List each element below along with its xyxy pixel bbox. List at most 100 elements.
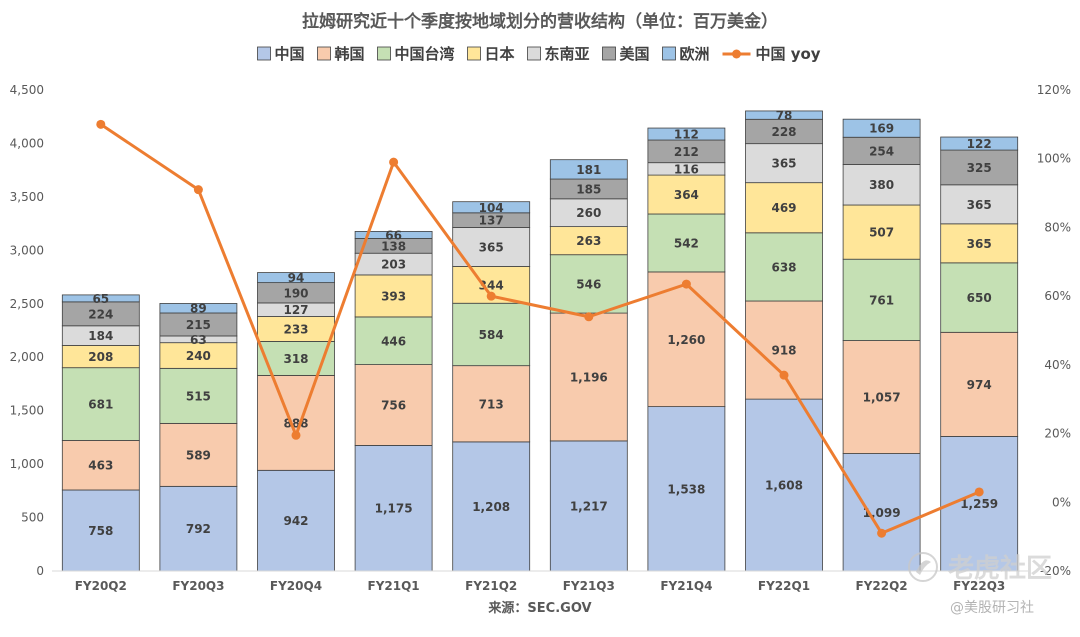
bar-value-label: 169 bbox=[869, 122, 894, 136]
x-tick-label: FY21Q3 bbox=[563, 579, 615, 593]
bar-segment bbox=[745, 182, 823, 234]
bar-value-label: 469 bbox=[771, 201, 796, 215]
bar-segment bbox=[452, 441, 531, 572]
yoy-point bbox=[486, 291, 496, 301]
watermark: 老虎社区 @美股研习社 bbox=[908, 552, 1052, 616]
y2-tick-label: 20% bbox=[1044, 427, 1071, 441]
y-tick-label: 500 bbox=[21, 511, 44, 525]
bar-segment bbox=[61, 367, 140, 441]
bar-value-label: 589 bbox=[186, 448, 211, 462]
bar-segment bbox=[842, 453, 921, 572]
bar-segment bbox=[745, 118, 823, 145]
bar-segment bbox=[745, 398, 823, 572]
bar-value-label: 650 bbox=[967, 291, 992, 305]
bar-value-label: 761 bbox=[869, 293, 894, 307]
bar-value-label: 215 bbox=[186, 318, 211, 332]
bar-segment bbox=[647, 174, 726, 215]
y-tick-label: 4,500 bbox=[10, 83, 44, 97]
bar-value-label: 260 bbox=[576, 206, 601, 220]
x-tick-label: FY20Q4 bbox=[270, 579, 322, 593]
bar-value-label: 507 bbox=[869, 226, 894, 240]
x-tick-label: FY22Q1 bbox=[758, 579, 810, 593]
yoy-point bbox=[877, 528, 887, 538]
bar-segment bbox=[549, 159, 628, 180]
bar-value-label: 325 bbox=[967, 161, 992, 175]
bar-value-label: 974 bbox=[967, 378, 992, 392]
bar-value-label: 1,259 bbox=[960, 497, 998, 511]
yoy-point bbox=[584, 312, 594, 322]
bar-value-label: 942 bbox=[283, 514, 308, 528]
yoy-point bbox=[193, 185, 203, 195]
bar-segment bbox=[257, 374, 335, 471]
bar-segment bbox=[159, 422, 238, 487]
y-tick-label: 1,000 bbox=[10, 457, 44, 471]
bar-value-label: 365 bbox=[967, 237, 992, 251]
legend-label: 中国 bbox=[275, 45, 305, 63]
bar-value-label: 713 bbox=[479, 397, 504, 411]
legend: 中国 韩国 中国台湾 日本 东南亚 美国 欧洲 中国 yoy bbox=[257, 45, 821, 63]
bar-value-label: 203 bbox=[381, 258, 406, 272]
x-tick-label: FY21Q4 bbox=[660, 579, 712, 593]
bar-value-label: 758 bbox=[88, 524, 113, 538]
bar-segment bbox=[842, 258, 921, 341]
bar-value-label: 365 bbox=[479, 240, 504, 254]
bar-value-label: 584 bbox=[479, 328, 504, 342]
legend-swatch bbox=[257, 46, 271, 61]
bar-segment bbox=[842, 118, 921, 138]
bar-segment bbox=[452, 302, 531, 367]
bar-value-label: 137 bbox=[479, 214, 504, 228]
bars bbox=[61, 110, 1019, 572]
legend-item: 日本 bbox=[467, 45, 515, 63]
bar-segment bbox=[61, 440, 140, 491]
bar-segment bbox=[647, 127, 726, 141]
yoy-point bbox=[974, 487, 984, 497]
y2-tick-label: -20% bbox=[1040, 564, 1071, 578]
bar-segment bbox=[745, 143, 823, 184]
legend-item: 欧洲 bbox=[662, 45, 710, 63]
bar-value-label: 1,538 bbox=[667, 482, 705, 496]
legend-item: 东南亚 bbox=[527, 45, 590, 63]
bar-value-label: 756 bbox=[381, 399, 406, 413]
bar-value-label: 89 bbox=[190, 302, 207, 316]
y-tick-label: 2,000 bbox=[10, 350, 44, 364]
bar-segment bbox=[940, 184, 1019, 225]
bar-value-label: 380 bbox=[869, 178, 894, 192]
y-tick-label: 4,000 bbox=[10, 136, 44, 150]
watermark-logo-icon bbox=[908, 552, 938, 582]
bar-value-label: 918 bbox=[771, 344, 796, 358]
source-note: 来源：SEC.GOV bbox=[487, 600, 591, 616]
bar-segment bbox=[940, 136, 1019, 151]
legend-swatch bbox=[602, 46, 616, 61]
yoy-point bbox=[96, 119, 106, 129]
bar-segment bbox=[940, 262, 1019, 333]
bar-segment bbox=[257, 469, 335, 572]
yoy-polyline bbox=[99, 123, 980, 535]
bar-value-label: 1,608 bbox=[765, 479, 803, 493]
watermark-logo-text: 老虎社区 bbox=[948, 553, 1052, 584]
legend-label: 中国 yoy bbox=[756, 45, 821, 63]
yoy-point bbox=[389, 157, 399, 167]
y2-tick-label: 80% bbox=[1044, 220, 1071, 234]
bar-value-label: 190 bbox=[283, 286, 308, 300]
bar-value-label: 365 bbox=[967, 198, 992, 212]
bar-segment bbox=[452, 365, 531, 443]
legend-swatch bbox=[317, 46, 331, 61]
bar-segment bbox=[159, 367, 238, 424]
bar-value-label: 212 bbox=[674, 145, 699, 159]
bar-value-label: 208 bbox=[88, 350, 113, 364]
bar-value-label: 63 bbox=[190, 333, 207, 347]
bar-segment bbox=[354, 231, 433, 239]
bar-value-label: 365 bbox=[771, 157, 796, 171]
bar-value-label: 122 bbox=[967, 137, 992, 151]
chart-title: 拉姆研究近十个季度按地域划分的营收结构（单位：百万美金） bbox=[302, 11, 778, 32]
bar-segment bbox=[940, 331, 1019, 437]
bar-value-label: 181 bbox=[576, 163, 601, 177]
bar-value-label: 127 bbox=[283, 303, 308, 317]
x-tick-label: FY21Q2 bbox=[465, 579, 517, 593]
legend-item: 中国台湾 bbox=[377, 45, 455, 63]
bar-value-label: 318 bbox=[283, 352, 308, 366]
bar-segment bbox=[354, 316, 433, 365]
bar-value-label: 792 bbox=[186, 522, 211, 536]
